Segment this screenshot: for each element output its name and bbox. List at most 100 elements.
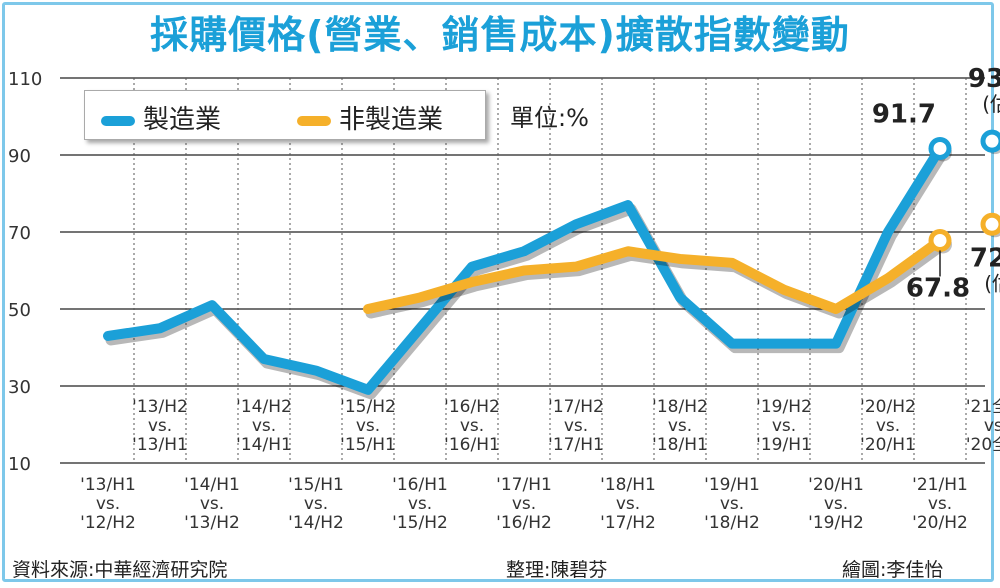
x-tick-label-line: vs.: [252, 416, 276, 436]
x-tick-label-line: vs.: [356, 416, 380, 436]
legend-label-non-manufacturing: 非製造業: [339, 105, 444, 135]
chart-title: 採購價格(營業、銷售成本)擴散指數變動: [150, 13, 850, 57]
x-tick-label-line: vs.: [824, 494, 848, 514]
x-tick-label-line: '17/H2: [548, 397, 604, 417]
x-tick-label-line: '13/H2: [184, 513, 240, 533]
x-tick-label-line: '20全年: [966, 435, 1000, 455]
x-tick-label-line: vs.: [200, 494, 224, 514]
x-tick-label: '15/H2 vs. '15/H1: [340, 397, 396, 455]
point-manufacturing: [928, 136, 952, 160]
series-line-non-manufacturing: [363, 235, 945, 314]
annotation-note: (估): [982, 92, 1000, 116]
x-tick-label-line: vs.: [616, 494, 640, 514]
x-tick-label-line: '14/H1: [236, 435, 292, 455]
annotation-value: 91.7: [872, 99, 936, 129]
x-tick-label: '14/H2 vs. '14/H1: [236, 397, 292, 455]
source-credit: 資料來源:中華經濟研究院: [12, 559, 228, 581]
legend-swatch-non-manufacturing: [297, 115, 331, 126]
legend-item-non-manufacturing: 非製造業: [297, 99, 443, 136]
annotations: 91.793.6(估)67.872.0(估): [872, 64, 1000, 303]
x-tick-label-line: '18/H2: [704, 513, 760, 533]
x-tick-label-line: '19/H1: [704, 475, 760, 495]
annotation-value: 67.8: [906, 273, 970, 303]
x-tick-label: '19/H2 vs. '19/H1: [756, 397, 812, 455]
frame-border: [2, 2, 994, 582]
x-tick-label-line: '16/H1: [444, 435, 500, 455]
y-tick-label: 30: [8, 377, 31, 398]
point-non-manufacturing: [980, 212, 1000, 236]
grid: [60, 77, 985, 464]
legend-label-manufacturing: 製造業: [143, 105, 222, 135]
x-tick-label-line: vs.: [148, 416, 172, 436]
x-tick-label-line: '19/H1: [756, 435, 812, 455]
x-tick-label: '13/H1 vs. '12/H2: [80, 475, 136, 533]
x-tick-label-line: vs.: [304, 494, 328, 514]
legend-swatch-manufacturing: [101, 115, 135, 126]
unit-label: 單位:%: [510, 104, 589, 132]
x-tick-label-line: '15/H2: [392, 513, 448, 533]
x-tick-label-line: vs.: [984, 416, 1000, 436]
legend-item-manufacturing: 製造業: [101, 99, 221, 136]
x-tick-label-line: vs.: [668, 416, 692, 436]
x-tick-label: '17/H2 vs. '17/H1: [548, 397, 604, 455]
illustrator-credit: 繪圖:李佳怡: [842, 559, 944, 581]
x-tick-label: '21全年vs.'20全年: [966, 397, 1000, 455]
x-tick-label-line: vs.: [720, 494, 744, 514]
x-tick-label-line: '15/H2: [340, 397, 396, 417]
x-tick-label-line: '17/H2: [600, 513, 656, 533]
x-tick-label-line: vs.: [772, 416, 796, 436]
x-tick-label: '19/H1 vs. '18/H2: [704, 475, 760, 533]
x-tick-label: '20/H2 vs. '20/H1: [860, 397, 916, 455]
x-tick-label: '17/H1 vs. '16/H2: [496, 475, 552, 533]
x-tick-label: '18/H2 vs. '18/H1: [652, 397, 708, 455]
y-tick-label: 50: [8, 300, 31, 321]
x-tick-label-line: '19/H2: [808, 513, 864, 533]
x-tick-label-line: '16/H2: [496, 513, 552, 533]
x-tick-label-line: vs.: [512, 494, 536, 514]
x-tick-label-line: vs.: [564, 416, 588, 436]
x-tick-label-line: '14/H1: [184, 475, 240, 495]
x-tick-label: '20/H1 vs. '19/H2: [808, 475, 864, 533]
x-tick-label-line: '17/H1: [496, 475, 552, 495]
x-tick-label-line: '20/H2: [912, 513, 968, 533]
y-tick-label: 10: [8, 454, 31, 475]
x-tick-label-line: '18/H2: [652, 397, 708, 417]
x-tick-label-line: '13/H1: [132, 435, 188, 455]
series-line-manufacturing: [103, 143, 945, 395]
x-tick-label-line: '20/H1: [808, 475, 864, 495]
x-tick-label-line: vs.: [96, 494, 120, 514]
x-tick-label-line: '16/H1: [392, 475, 448, 495]
x-tick-label-line: vs.: [408, 494, 432, 514]
x-tick-label-line: '17/H1: [548, 435, 604, 455]
y-tick-label: 70: [8, 223, 31, 244]
y-tick-label: 110: [8, 69, 42, 90]
x-tick-label: '15/H1 vs. '14/H2: [288, 475, 344, 533]
x-tick-label: '21/H1 vs. '20/H2: [912, 475, 968, 533]
point-manufacturing: [980, 129, 1000, 153]
x-tick-label: '18/H1 vs. '17/H2: [600, 475, 656, 533]
x-tick-label-line: '15/H1: [288, 475, 344, 495]
legend: 製造業 非製造業: [84, 90, 486, 140]
y-tick-label: 90: [8, 146, 31, 167]
annotation-value: 72.0: [970, 243, 1000, 273]
x-tick-label: '16/H1 vs. '15/H2: [392, 475, 448, 533]
point-non-manufacturing: [928, 228, 952, 252]
x-tick-label: '14/H1 vs. '13/H2: [184, 475, 240, 533]
x-tick-label-line: '14/H2: [236, 397, 292, 417]
x-tick-label: '16/H2 vs. '16/H1: [444, 397, 500, 455]
x-tick-label-line: '12/H2: [80, 513, 136, 533]
annotation-note: (估): [984, 271, 1000, 295]
x-tick-label-line: '13/H2: [132, 397, 188, 417]
series-lines: [103, 129, 1000, 400]
x-tick-label-line: '14/H2: [288, 513, 344, 533]
x-tick-label-line: '19/H2: [756, 397, 812, 417]
x-tick-label-line: '18/H1: [652, 435, 708, 455]
x-tick-label-line: '20/H1: [860, 435, 916, 455]
y-axis-ticks: 10 30 50 70 90 110: [8, 69, 42, 475]
x-tick-label-line: '15/H1: [340, 435, 396, 455]
x-tick-label-line: '20/H2: [860, 397, 916, 417]
x-tick-label-line: '16/H2: [444, 397, 500, 417]
x-tick-label-line: '13/H1: [80, 475, 136, 495]
x-axis-ticks: '13/H1 vs. '12/H2'13/H2 vs. '13/H1'14/H1 vs. '…: [80, 397, 1000, 533]
